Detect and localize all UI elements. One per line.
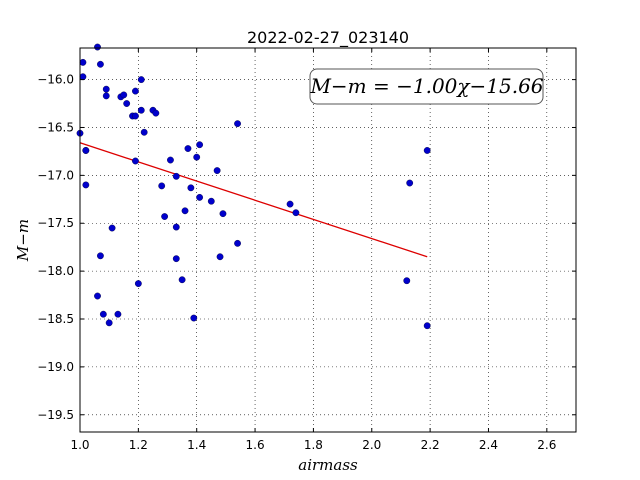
- x-tick-labels: 1.0 1.2 1.4 1.6 1.8 2.0 2.2 2.4 2.6: [70, 438, 556, 452]
- data-point: [152, 109, 160, 117]
- y-tick-label: −18.5: [37, 312, 74, 326]
- data-point: [97, 252, 104, 260]
- data-point: [172, 223, 180, 231]
- data-point: [97, 60, 104, 68]
- data-point: [423, 322, 431, 330]
- data-point: [94, 43, 101, 51]
- data-point: [140, 128, 148, 136]
- data-point: [172, 172, 180, 180]
- data-point: [196, 141, 204, 149]
- x-tick-label: 2.0: [362, 438, 381, 452]
- data-point: [184, 145, 192, 152]
- chart-title: 2022-02-27_023140: [247, 28, 409, 48]
- annotation-box: [309, 68, 544, 105]
- annotation-text: M−m = −1.00χ−15.66: [309, 74, 543, 98]
- data-point: [172, 255, 180, 263]
- x-axis-label: airmass: [298, 456, 358, 474]
- data-point: [406, 179, 414, 187]
- data-point: [132, 157, 139, 165]
- data-point: [403, 277, 411, 285]
- data-point: [158, 182, 166, 190]
- data-point: [137, 106, 145, 114]
- plot-area: [80, 48, 576, 432]
- data-point: [292, 209, 300, 217]
- data-point: [82, 181, 90, 189]
- data-point: [196, 193, 204, 201]
- x-tick-label: 1.6: [246, 438, 265, 452]
- data-point: [216, 253, 224, 261]
- x-tick-label: 1.0: [70, 438, 89, 452]
- data-point: [423, 147, 431, 154]
- data-point: [114, 310, 122, 318]
- data-point: [234, 120, 241, 128]
- data-point: [234, 239, 241, 247]
- y-axis-label: M−m: [14, 219, 32, 262]
- data-point: [132, 112, 139, 120]
- data-point: [82, 147, 90, 154]
- y-tick-label: −18.0: [37, 264, 74, 278]
- data-point: [132, 87, 139, 95]
- axis-ticks: [79, 48, 576, 432]
- y-tick-label: −17.0: [37, 168, 74, 182]
- data-point: [190, 314, 198, 322]
- y-tick-label: −16.0: [37, 73, 74, 87]
- fit-annotation: M−m = −1.00χ−15.66: [309, 68, 544, 105]
- plot-frame: [79, 47, 577, 433]
- data-point: [79, 58, 87, 66]
- data-point: [213, 167, 221, 174]
- data-point: [167, 156, 174, 164]
- data-point: [79, 73, 87, 81]
- y-tick-label: −19.0: [37, 360, 74, 374]
- x-tick-label: 1.8: [304, 438, 323, 452]
- data-point: [178, 276, 186, 284]
- data-point: [187, 184, 195, 192]
- data-point: [99, 310, 107, 318]
- data-point: [193, 153, 201, 161]
- data-points: [76, 43, 431, 330]
- x-tick-label: 2.2: [421, 438, 440, 452]
- y-tick-label: −16.5: [37, 120, 74, 134]
- x-tick-label: 1.2: [129, 438, 148, 452]
- y-tick-labels: −16.0 −16.5 −17.0 −17.5 −18.0 −18.5 −19.0 −19.5: [37, 73, 74, 422]
- data-point: [123, 100, 131, 107]
- grid-lines: [79, 48, 576, 432]
- data-point: [94, 292, 101, 300]
- data-point: [120, 91, 128, 99]
- data-point: [134, 280, 142, 287]
- y-tick-label: −19.5: [37, 408, 74, 422]
- y-tick-label: −17.5: [37, 216, 74, 230]
- data-point: [102, 85, 110, 93]
- data-point: [102, 92, 110, 100]
- data-point: [181, 207, 189, 215]
- data-point: [108, 224, 116, 232]
- data-point: [219, 210, 227, 218]
- x-tick-label: 2.4: [479, 438, 498, 452]
- data-point: [161, 213, 169, 220]
- data-point: [137, 76, 145, 84]
- data-point: [286, 200, 294, 208]
- x-tick-label: 2.6: [537, 438, 556, 452]
- data-point: [207, 197, 215, 205]
- data-point: [105, 319, 113, 327]
- x-tick-label: 1.4: [187, 438, 206, 452]
